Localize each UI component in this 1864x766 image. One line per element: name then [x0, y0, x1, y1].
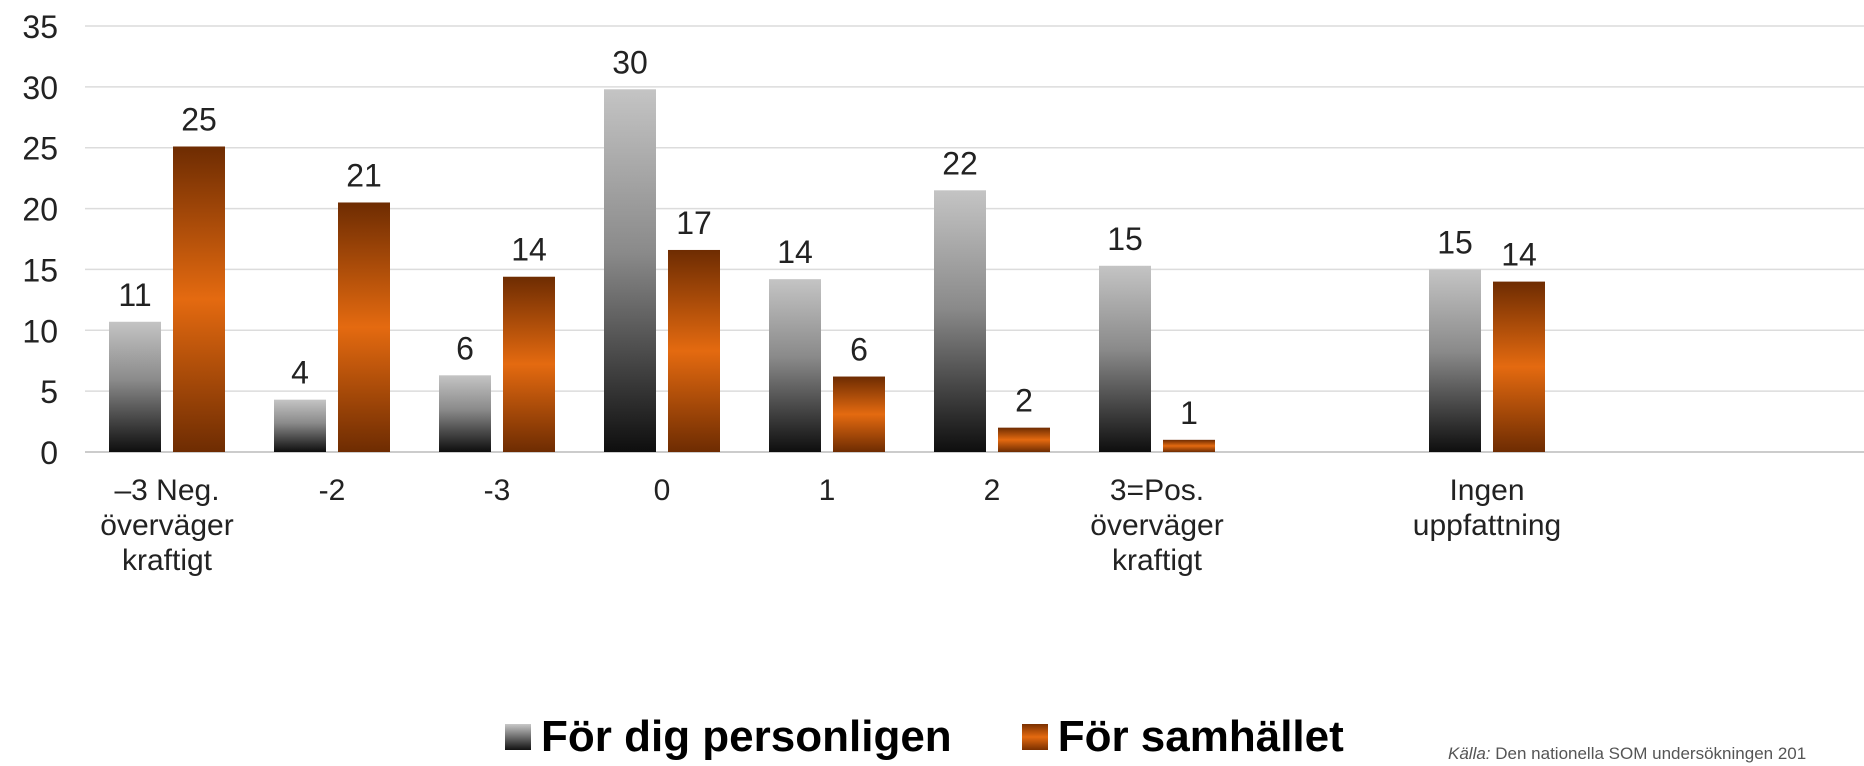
data-label: 25 — [181, 101, 217, 137]
data-label: 22 — [942, 145, 978, 181]
y-tick-label: 0 — [40, 435, 58, 471]
x-tick-label: 1 — [819, 474, 836, 507]
x-tick-label: överväger — [1090, 509, 1223, 542]
source-label: Källa: — [1448, 744, 1491, 763]
data-label: 15 — [1437, 224, 1473, 260]
legend-label-personal: För dig personligen — [541, 712, 952, 761]
data-label: 6 — [456, 330, 474, 366]
bar-personal — [274, 399, 326, 452]
data-label: 15 — [1107, 221, 1143, 257]
x-tick-label: -3 — [484, 474, 511, 507]
bar-society — [833, 376, 885, 452]
bar-personal — [439, 375, 491, 452]
source-text: Den nationella SOM undersökningen 201 — [1490, 744, 1807, 763]
data-label: 14 — [1501, 237, 1537, 273]
bar-society — [503, 276, 555, 452]
x-tick-label: –3 Neg. — [114, 474, 219, 507]
data-label: 14 — [777, 234, 813, 270]
y-tick-label: 15 — [22, 252, 58, 288]
data-label: 1 — [1180, 395, 1198, 431]
data-label: 6 — [850, 332, 868, 368]
bar-society — [338, 202, 390, 452]
x-tick-label: kraftigt — [122, 544, 213, 577]
bar-personal — [934, 190, 986, 453]
y-tick-label: 30 — [22, 70, 58, 106]
data-label: 2 — [1015, 383, 1033, 419]
x-tick-label: överväger — [100, 509, 233, 542]
y-tick-label: 10 — [22, 313, 58, 349]
data-label: 4 — [291, 355, 309, 391]
x-tick-label: 3=Pos. — [1110, 474, 1204, 507]
legend-item-personal: För dig personligen — [505, 712, 952, 762]
data-label: 17 — [676, 205, 712, 241]
data-label: 11 — [118, 277, 151, 313]
data-label: 21 — [346, 157, 382, 193]
x-tick-label: 0 — [654, 474, 671, 507]
bar-personal — [1099, 265, 1151, 452]
bar-personal — [109, 321, 161, 452]
legend: För dig personligen För samhället — [505, 712, 1414, 762]
bar-society — [998, 427, 1050, 452]
bar-society — [668, 249, 720, 452]
bar-society — [1163, 439, 1215, 452]
legend-item-society: För samhället — [1021, 712, 1344, 762]
x-tick-label: -2 — [319, 474, 346, 507]
bar-society — [173, 146, 225, 453]
bar-society — [1493, 281, 1545, 452]
y-tick-label: 25 — [22, 131, 58, 167]
bar-personal — [769, 279, 821, 452]
x-tick-label: Ingen — [1449, 474, 1524, 507]
x-tick-label: uppfattning — [1413, 509, 1561, 542]
legend-swatch-gray — [505, 724, 531, 750]
legend-swatch-orange — [1021, 724, 1048, 750]
data-label: 30 — [612, 44, 648, 80]
bar-personal — [604, 89, 656, 452]
x-tick-label: 2 — [984, 474, 1001, 507]
y-tick-label: 20 — [22, 192, 58, 228]
y-tick-label: 5 — [40, 374, 58, 410]
bar-personal — [1429, 269, 1481, 452]
x-tick-label: kraftigt — [1112, 544, 1203, 577]
data-label: 14 — [511, 232, 547, 268]
source-note: Källa: Den nationella SOM undersökningen… — [1448, 744, 1806, 764]
legend-label-society: För samhället — [1057, 712, 1344, 761]
y-tick-label: 35 — [22, 9, 58, 45]
